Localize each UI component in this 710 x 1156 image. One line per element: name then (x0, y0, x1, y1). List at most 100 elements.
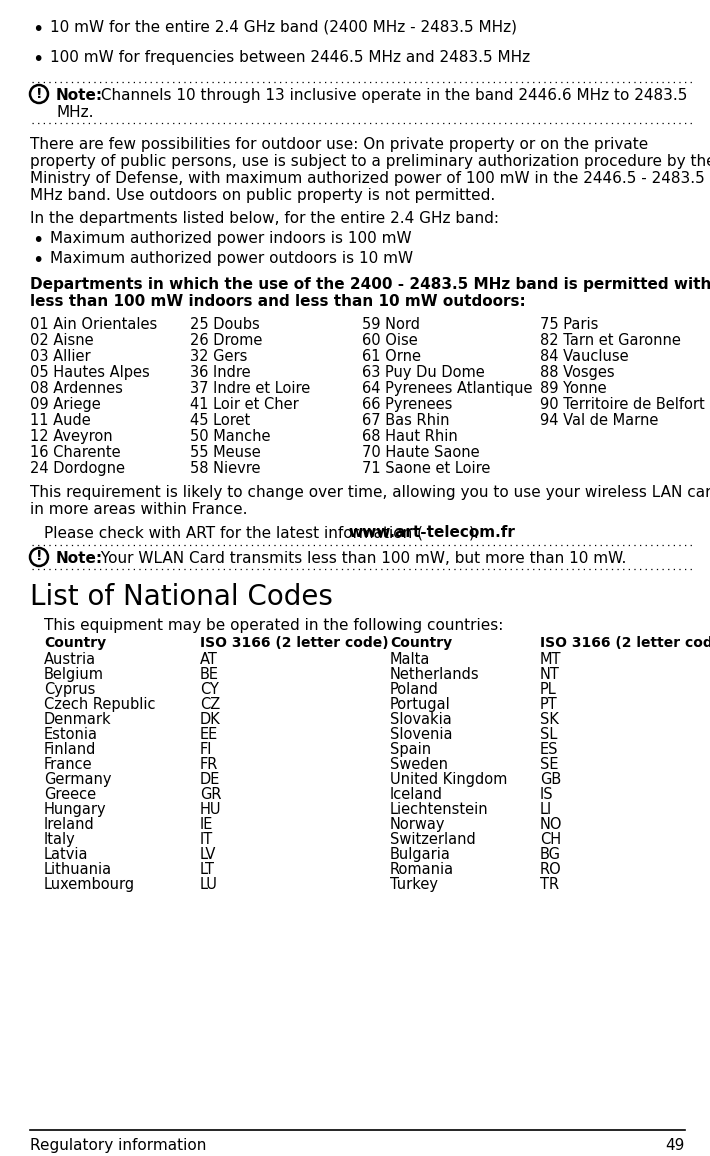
Text: 94 Val de Marne: 94 Val de Marne (540, 413, 658, 428)
Text: LV: LV (200, 847, 217, 862)
Text: less than 100 mW indoors and less than 10 mW outdoors:: less than 100 mW indoors and less than 1… (30, 294, 525, 309)
Text: United Kingdom: United Kingdom (390, 772, 508, 787)
Text: 90 Territoire de Belfort: 90 Territoire de Belfort (540, 397, 705, 412)
Text: Greece: Greece (44, 787, 96, 802)
Text: DK: DK (200, 712, 221, 727)
Text: Note:: Note: (56, 88, 103, 103)
Text: 11 Aude: 11 Aude (30, 413, 91, 428)
Text: 58 Nievre: 58 Nievre (190, 461, 261, 476)
Text: IT: IT (200, 832, 213, 847)
Text: NT: NT (540, 667, 560, 682)
Text: Country: Country (390, 636, 452, 650)
Text: 10 mW for the entire 2.4 GHz band (2400 MHz - 2483.5 MHz): 10 mW for the entire 2.4 GHz band (2400 … (50, 20, 517, 35)
Text: Germany: Germany (44, 772, 111, 787)
Text: Regulatory information: Regulatory information (30, 1138, 207, 1153)
Text: •: • (32, 251, 43, 271)
Text: 60 Oise: 60 Oise (362, 333, 417, 348)
Text: CH: CH (540, 832, 561, 847)
Text: 37 Indre et Loire: 37 Indre et Loire (190, 381, 310, 397)
Text: 12 Aveyron: 12 Aveyron (30, 429, 113, 444)
Text: SL: SL (540, 727, 557, 742)
Text: 09 Ariege: 09 Ariege (30, 397, 101, 412)
Text: 02 Aisne: 02 Aisne (30, 333, 94, 348)
Text: 59 Nord: 59 Nord (362, 317, 420, 332)
Text: in more areas within France.: in more areas within France. (30, 502, 248, 517)
Text: Lithuania: Lithuania (44, 862, 112, 877)
Text: !: ! (36, 87, 43, 101)
Text: SE: SE (540, 757, 559, 772)
Text: Country: Country (44, 636, 106, 650)
Text: TR: TR (540, 877, 559, 892)
Text: 16 Charente: 16 Charente (30, 445, 121, 460)
Text: 82 Tarn et Garonne: 82 Tarn et Garonne (540, 333, 681, 348)
Text: Iceland: Iceland (390, 787, 443, 802)
Text: Finland: Finland (44, 742, 97, 757)
Text: 45 Loret: 45 Loret (190, 413, 250, 428)
Text: GR: GR (200, 787, 222, 802)
Text: IS: IS (540, 787, 554, 802)
Text: 66 Pyrenees: 66 Pyrenees (362, 397, 452, 412)
Text: 41 Loir et Cher: 41 Loir et Cher (190, 397, 299, 412)
Text: Portugal: Portugal (390, 697, 451, 712)
Text: Bulgaria: Bulgaria (390, 847, 451, 862)
Text: AT: AT (200, 652, 218, 667)
Text: Malta: Malta (390, 652, 430, 667)
Text: 49: 49 (666, 1138, 685, 1153)
Text: In the departments listed below, for the entire 2.4 GHz band:: In the departments listed below, for the… (30, 212, 499, 227)
Text: 36 Indre: 36 Indre (190, 365, 251, 380)
Text: property of public persons, use is subject to a preliminary authorization proced: property of public persons, use is subje… (30, 154, 710, 169)
Text: 64 Pyrenees Atlantique: 64 Pyrenees Atlantique (362, 381, 532, 397)
Text: Please check with ART for the latest information (: Please check with ART for the latest inf… (44, 525, 423, 540)
Text: IE: IE (200, 817, 214, 832)
Text: 71 Saone et Loire: 71 Saone et Loire (362, 461, 491, 476)
Text: NO: NO (540, 817, 562, 832)
Text: Slovenia: Slovenia (390, 727, 452, 742)
Text: Italy: Italy (44, 832, 76, 847)
Text: Norway: Norway (390, 817, 445, 832)
Text: 05 Hautes Alpes: 05 Hautes Alpes (30, 365, 150, 380)
Text: !: ! (36, 549, 43, 563)
Text: PT: PT (540, 697, 558, 712)
Text: 68 Haut Rhin: 68 Haut Rhin (362, 429, 458, 444)
Text: Romania: Romania (390, 862, 454, 877)
Text: 63 Puy Du Dome: 63 Puy Du Dome (362, 365, 485, 380)
Text: ISO 3166 (2 letter code): ISO 3166 (2 letter code) (200, 636, 388, 650)
Text: 89 Yonne: 89 Yonne (540, 381, 606, 397)
Text: Estonia: Estonia (44, 727, 98, 742)
Text: MHz.: MHz. (56, 105, 94, 120)
Text: EE: EE (200, 727, 218, 742)
Text: Note:: Note: (56, 551, 103, 566)
Text: ISO 3166 (2 letter code): ISO 3166 (2 letter code) (540, 636, 710, 650)
Text: Maximum authorized power indoors is 100 mW: Maximum authorized power indoors is 100 … (50, 231, 412, 246)
Text: 26 Drome: 26 Drome (190, 333, 263, 348)
Text: Ministry of Defense, with maximum authorized power of 100 mW in the 2446.5 - 248: Ministry of Defense, with maximum author… (30, 171, 705, 186)
Text: There are few possibilities for outdoor use: On private property or on the priva: There are few possibilities for outdoor … (30, 138, 648, 151)
Text: •: • (32, 20, 43, 39)
Text: 03 Allier: 03 Allier (30, 349, 91, 364)
Text: Ireland: Ireland (44, 817, 94, 832)
Text: This requirement is likely to change over time, allowing you to use your wireles: This requirement is likely to change ove… (30, 486, 710, 501)
Text: ).: ). (469, 525, 479, 540)
Text: Turkey: Turkey (390, 877, 438, 892)
Text: DE: DE (200, 772, 220, 787)
Text: Hungary: Hungary (44, 802, 106, 817)
Text: Cyprus: Cyprus (44, 682, 95, 697)
Text: List of National Codes: List of National Codes (30, 583, 333, 612)
Text: 67 Bas Rhin: 67 Bas Rhin (362, 413, 449, 428)
Text: Switzerland: Switzerland (390, 832, 476, 847)
Text: www.art-telecom.fr: www.art-telecom.fr (348, 525, 515, 540)
Text: Latvia: Latvia (44, 847, 89, 862)
Text: 01 Ain Orientales: 01 Ain Orientales (30, 317, 157, 332)
Text: Luxembourg: Luxembourg (44, 877, 135, 892)
Text: 08 Ardennes: 08 Ardennes (30, 381, 123, 397)
Text: Netherlands: Netherlands (390, 667, 480, 682)
Text: FI: FI (200, 742, 212, 757)
Text: RO: RO (540, 862, 562, 877)
Text: 61 Orne: 61 Orne (362, 349, 421, 364)
Text: 24 Dordogne: 24 Dordogne (30, 461, 125, 476)
Text: •: • (32, 50, 43, 69)
Text: Czech Republic: Czech Republic (44, 697, 155, 712)
Text: Denmark: Denmark (44, 712, 111, 727)
Text: Spain: Spain (390, 742, 431, 757)
Text: •: • (32, 231, 43, 250)
